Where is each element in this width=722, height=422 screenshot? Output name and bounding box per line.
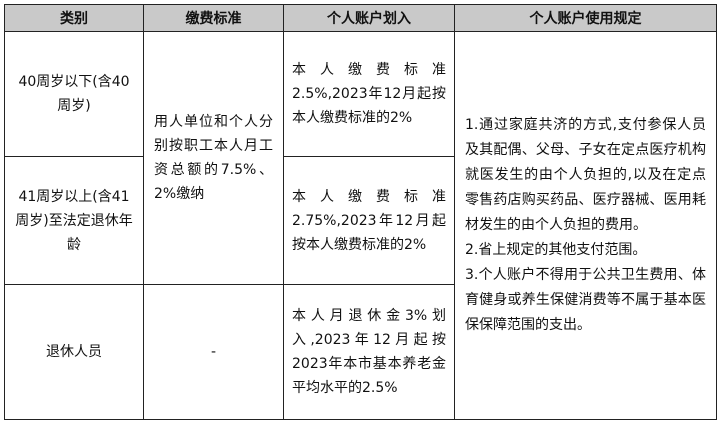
payment-standard-cell: 用人单位和个人分别按职工本人月工资总额的7.5%、2%缴纳: [143, 31, 284, 285]
account-allocation-cell: 本人缴费标准2.5%,2023年12月起按本人缴费标准的2%: [283, 31, 455, 157]
category-cell: 退休人员: [4, 284, 144, 420]
header-payment-standard: 缴费标准: [143, 4, 284, 32]
header-usage-rules: 个人账户使用规定: [454, 4, 717, 32]
table-row: 41周岁以上(含41周岁)至法定退休年龄 本人缴费标准2.75%,2023年12…: [4, 156, 717, 285]
payment-standard-cell: -: [143, 284, 284, 420]
medical-insurance-table: 类别 缴费标准 个人账户划入 个人账户使用规定 40周岁以下(含40周岁) 用人…: [4, 4, 717, 420]
header-account-allocation: 个人账户划入: [283, 4, 455, 32]
usage-rules-cell: 1.通过家庭共济的方式,支付参保人员及其配偶、父母、子女在定点医疗机构就医发生的…: [454, 31, 717, 420]
table-header-row: 类别 缴费标准 个人账户划入 个人账户使用规定: [4, 4, 717, 32]
table-row: 退休人员 - 本人月退休金3%划入,2023年12月起按2023年本市基本养老金…: [4, 284, 717, 420]
table-row: 40周岁以下(含40周岁) 用人单位和个人分别按职工本人月工资总额的7.5%、2…: [4, 31, 717, 420]
account-allocation-cell: 本人月退休金3%划入,2023年12月起按2023年本市基本养老金平均水平的2.…: [283, 284, 455, 420]
category-cell: 40周岁以下(含40周岁): [4, 31, 144, 157]
usage-rule-2: 2.省上规定的其他支付范围。: [465, 242, 647, 258]
account-allocation-cell: 本人缴费标准2.75%,2023年12月起按本人缴费标准的2%: [283, 156, 455, 285]
header-category: 类别: [4, 4, 144, 32]
category-cell: 41周岁以上(含41周岁)至法定退休年龄: [4, 156, 144, 285]
usage-rule-3: 3.个人账户不得用于公共卫生费用、体育健身或养生保健消费等不属于基本医保保障范围…: [465, 267, 706, 333]
usage-rule-1: 1.通过家庭共济的方式,支付参保人员及其配偶、父母、子女在定点医疗机构就医发生的…: [465, 117, 706, 233]
